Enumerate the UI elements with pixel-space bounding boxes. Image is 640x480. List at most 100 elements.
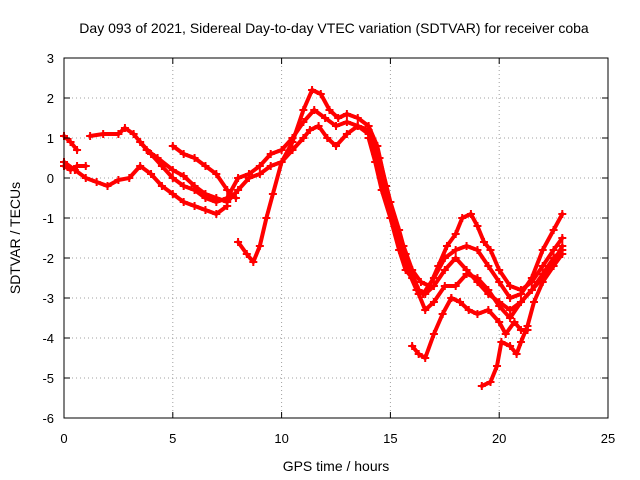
x-tick-labels: 0 5 10 15 20 25: [60, 58, 615, 446]
data-point: [558, 210, 567, 218]
data-point: [190, 186, 199, 194]
data-point: [527, 278, 536, 286]
y-tick-label: 0: [47, 171, 54, 186]
data-point: [401, 266, 410, 274]
data-point: [136, 138, 145, 146]
series-line: [236, 124, 565, 312]
data-point: [440, 282, 449, 290]
data-point: [408, 342, 417, 350]
series-line: [449, 296, 530, 336]
data-point: [266, 162, 275, 170]
data-point: [242, 250, 251, 258]
data-point: [458, 214, 467, 222]
data-point: [506, 342, 515, 350]
data-point: [114, 176, 123, 184]
data-point: [510, 318, 519, 326]
data-point: [212, 210, 221, 218]
data-point: [462, 270, 471, 278]
data-point: [416, 278, 425, 286]
data-point: [558, 250, 567, 258]
data-point: [429, 282, 438, 290]
series-line: [410, 296, 454, 360]
data-point: [386, 214, 395, 222]
data-point: [414, 290, 423, 298]
data-point: [440, 266, 449, 274]
series-6: [168, 142, 240, 202]
data-point: [325, 106, 334, 114]
data-point: [266, 150, 275, 158]
data-point: [530, 298, 539, 306]
data-point: [527, 286, 536, 294]
data-point: [244, 170, 253, 178]
data-point: [201, 194, 210, 202]
data-point: [473, 222, 482, 230]
data-point: [234, 238, 243, 246]
data-point: [316, 90, 325, 98]
data-point: [386, 198, 395, 206]
data-point: [234, 186, 243, 194]
data-point: [66, 138, 75, 146]
x-axis-label: GPS time / hours: [283, 458, 390, 474]
series-2: [60, 132, 82, 154]
data-point: [136, 162, 145, 170]
data-point: [255, 170, 264, 178]
data-point: [342, 110, 351, 118]
data-point: [538, 262, 547, 270]
data-point: [288, 146, 297, 154]
series-line: [62, 164, 88, 172]
data-point: [168, 174, 177, 182]
data-point: [255, 242, 264, 250]
data-point: [231, 194, 240, 202]
data-point: [73, 146, 82, 154]
series-10: [447, 294, 532, 338]
data-point: [114, 130, 123, 138]
data-point: [223, 194, 232, 202]
data-point: [332, 122, 340, 130]
data-point: [501, 330, 510, 338]
data-point: [120, 124, 129, 132]
data-point: [456, 298, 465, 306]
data-point: [342, 118, 351, 126]
data-point: [549, 262, 558, 270]
data-point: [179, 198, 188, 206]
data-point: [277, 158, 286, 166]
data-point: [86, 132, 95, 140]
data-point: [506, 294, 515, 302]
data-point: [473, 310, 482, 318]
data-point: [495, 318, 504, 326]
data-point: [466, 210, 475, 218]
data-point: [92, 178, 101, 186]
data-point: [168, 166, 177, 174]
data-point: [103, 182, 112, 190]
data-point: [421, 354, 430, 362]
data-point: [310, 106, 319, 114]
data-point: [268, 190, 277, 198]
data-point: [201, 162, 210, 170]
data-point: [364, 134, 373, 142]
data-point: [464, 306, 473, 314]
data-point: [421, 306, 430, 314]
data-point: [447, 294, 456, 302]
data-point: [429, 298, 438, 306]
data-point: [299, 134, 308, 142]
data-point: [516, 286, 525, 294]
data-point: [179, 182, 188, 190]
data-point: [66, 166, 75, 174]
x-tick-label: 20: [492, 431, 506, 446]
data-point: [73, 162, 82, 170]
series-11: [477, 250, 567, 390]
data-point: [314, 122, 323, 130]
data-point: [234, 174, 243, 182]
data-point: [179, 150, 188, 158]
data-point: [277, 146, 286, 154]
data-point: [364, 126, 373, 134]
y-tick-label: -4: [42, 331, 54, 346]
data-point: [538, 278, 547, 286]
data-point: [549, 226, 558, 234]
data-point: [395, 226, 404, 234]
data-point: [157, 162, 166, 170]
data-point: [308, 86, 317, 94]
data-point: [371, 158, 380, 166]
data-point: [408, 274, 417, 282]
